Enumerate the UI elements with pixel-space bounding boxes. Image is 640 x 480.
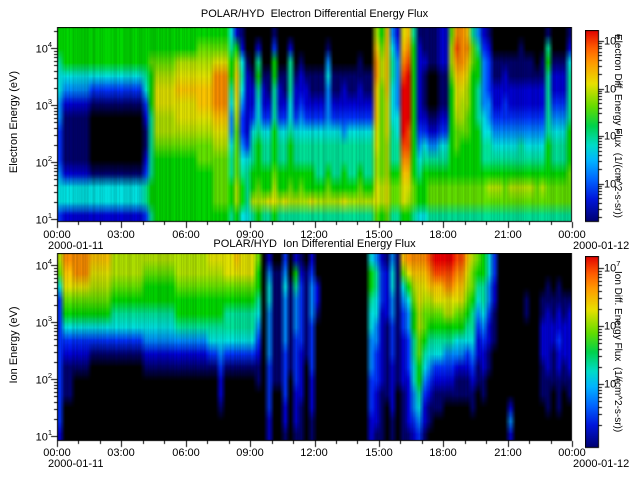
exponent: 1 <box>47 211 52 220</box>
ion-x-tick: 00:00 <box>43 447 71 459</box>
log-base: 10 <box>35 157 48 170</box>
ion-x-tick: 06:00 <box>172 447 200 459</box>
electron-y-tick-1e3: 103 <box>22 97 52 113</box>
electron-x-tick: 00:00 <box>43 229 71 241</box>
ion-x-tick: 12:00 <box>300 447 328 459</box>
ion-y-tick-1e2: 102 <box>22 371 52 387</box>
electron-x-tick: 00:00 <box>558 229 586 241</box>
log-base: 10 <box>35 214 48 227</box>
electron-colorbar-title: Electron Diff. Energy Flux (1/(cm^2-s-sr… <box>612 34 623 218</box>
electron-x-tick: 12:00 <box>300 229 328 241</box>
exponent: 3 <box>47 314 52 323</box>
ion-x-tick: 18:00 <box>429 447 457 459</box>
log-base: 10 <box>35 374 48 387</box>
log-base: 10 <box>35 260 48 273</box>
log-base: 10 <box>604 35 617 48</box>
ion-x-tick: 15:00 <box>365 447 393 459</box>
exponent: 7 <box>616 80 621 89</box>
electron-x-tick: 18:00 <box>429 229 457 241</box>
electron-x-tick: 06:00 <box>172 229 200 241</box>
ion-y-tick-1e1: 101 <box>22 428 52 444</box>
ion-x-tick: 21:00 <box>494 447 522 459</box>
ion-cbar-tick-1e5: 105 <box>604 375 621 391</box>
ion-x-tick: 03:00 <box>107 447 135 459</box>
ion-start-date: 2000-01-11 <box>48 458 104 470</box>
exponent: 5 <box>616 375 621 384</box>
electron-y-tick-1e1: 101 <box>22 211 52 227</box>
log-base: 10 <box>604 320 617 333</box>
exponent: 6 <box>616 127 621 136</box>
log-base: 10 <box>35 317 48 330</box>
log-base: 10 <box>604 178 617 191</box>
exponent: 3 <box>47 97 52 106</box>
exponent: 1 <box>47 428 52 437</box>
ion-panel-title: POLAR/HYD Ion Differential Energy Flux <box>213 238 416 250</box>
electron-x-tick: 09:00 <box>236 229 264 241</box>
ion-y-axis-label: Ion Energy (eV) <box>8 306 20 384</box>
ion-cbar-tick-1e6: 106 <box>604 317 621 333</box>
electron-start-date: 2000-01-11 <box>48 240 104 252</box>
exponent: 7 <box>616 259 621 268</box>
ion-colorbar-title: Ion Diff. Energy Flux (1/(cm^2-s-sr)) <box>612 271 623 433</box>
log-base: 10 <box>604 130 617 143</box>
exponent: 6 <box>616 317 621 326</box>
log-base: 10 <box>35 43 48 56</box>
ion-cbar-tick-1e7: 107 <box>604 259 621 275</box>
electron-y-axis-label: Electron Energy (eV) <box>8 70 20 174</box>
electron-end-date: 2000-01-12 <box>573 240 630 252</box>
ion-y-tick-1e4: 104 <box>22 257 52 273</box>
electron-panel-title: POLAR/HYD Electron Differential Energy F… <box>200 8 429 20</box>
exponent: 5 <box>616 175 621 184</box>
electron-colorbar <box>585 30 615 223</box>
exponent: 2 <box>47 371 52 380</box>
log-base: 10 <box>604 262 617 275</box>
exponent: 4 <box>47 40 52 49</box>
ion-x-tick: 00:00 <box>558 447 586 459</box>
electron-x-tick: 15:00 <box>365 229 393 241</box>
electron-cbar-tick-1e7: 107 <box>604 80 621 96</box>
exponent: 2 <box>47 154 52 163</box>
electron-cbar-tick-1e8: 108 <box>604 32 621 48</box>
electron-spectrogram <box>49 27 580 229</box>
electron-cbar-tick-1e5: 105 <box>604 175 621 191</box>
ion-end-date: 2000-01-12 <box>573 458 630 470</box>
exponent: 8 <box>616 32 621 41</box>
electron-cbar-tick-1e6: 106 <box>604 127 621 143</box>
log-base: 10 <box>604 83 617 96</box>
electron-x-tick: 21:00 <box>494 229 522 241</box>
electron-y-tick-1e2: 102 <box>22 154 52 170</box>
log-base: 10 <box>35 431 48 444</box>
ion-spectrogram <box>49 253 580 448</box>
log-base: 10 <box>35 100 48 113</box>
electron-y-tick-1e4: 104 <box>22 40 52 56</box>
ion-y-tick-1e3: 103 <box>22 314 52 330</box>
electron-x-tick: 03:00 <box>107 229 135 241</box>
exponent: 4 <box>47 257 52 266</box>
log-base: 10 <box>604 378 617 391</box>
ion-colorbar <box>585 256 615 449</box>
ion-x-tick: 09:00 <box>236 447 264 459</box>
